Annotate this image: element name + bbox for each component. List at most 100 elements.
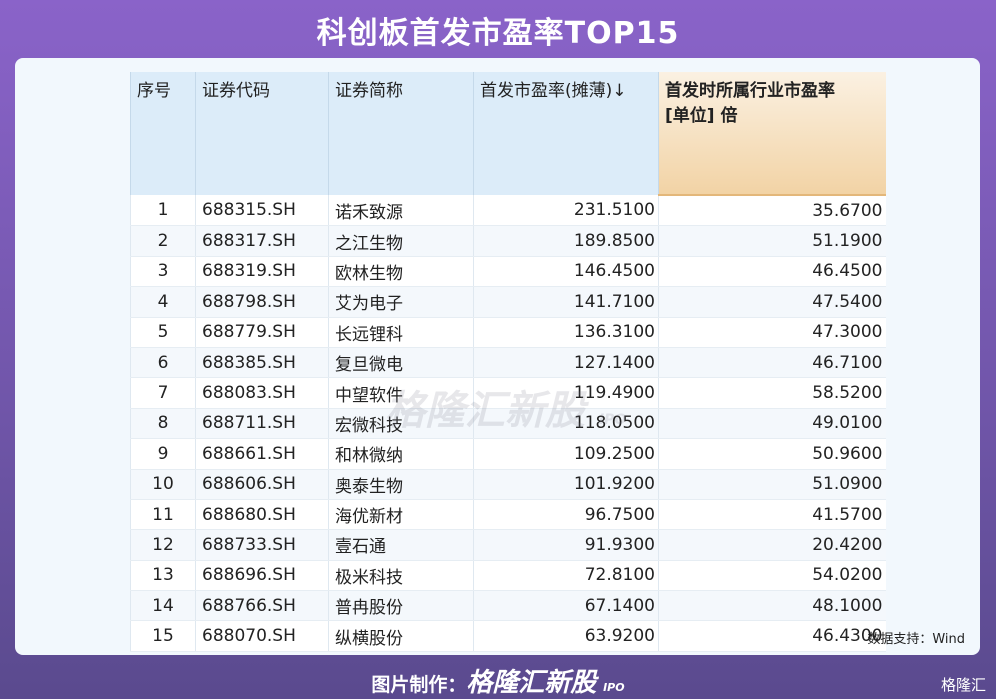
table-cell: 136.3100	[473, 317, 659, 348]
table-cell: 6	[130, 347, 196, 379]
header-cell: 证券简称	[328, 72, 474, 195]
table-cell: 壹石通	[328, 529, 474, 561]
table-row: 11 688680.SH 海优新材 96.7500 41.5700	[130, 499, 886, 531]
table-cell: 35.6700	[658, 195, 886, 227]
table-cell: 54.0200	[658, 560, 886, 592]
table-cell: 47.5400	[658, 286, 886, 318]
table-cell: 纵横股份	[328, 620, 474, 652]
table-cell: 51.0900	[658, 469, 886, 500]
table-cell: 688733.SH	[195, 529, 329, 561]
table-cell: 101.9200	[473, 469, 659, 500]
table-cell: 63.9200	[473, 620, 659, 652]
table-row: 9 688661.SH 和林微纳 109.2500 50.9600	[130, 438, 886, 470]
table-cell: 奥泰生物	[328, 469, 474, 500]
table-cell: 67.1400	[473, 590, 659, 622]
table-cell: 141.7100	[473, 286, 659, 318]
table-cell: 231.5100	[473, 195, 659, 227]
table-cell: 极米科技	[328, 560, 474, 592]
table-row: 7 688083.SH 中望软件 119.4900 58.5200	[130, 377, 886, 409]
table-cell: 47.3000	[658, 317, 886, 348]
table-cell: 46.7100	[658, 347, 886, 379]
table-cell: 688766.SH	[195, 590, 329, 622]
table-cell: 50.9600	[658, 438, 886, 470]
table-cell: 688696.SH	[195, 560, 329, 592]
table-cell: 688661.SH	[195, 438, 329, 470]
table-row: 6 688385.SH 复旦微电 127.1400 46.7100	[130, 347, 886, 379]
table-cell: 688606.SH	[195, 469, 329, 500]
table-cell: 146.4500	[473, 256, 659, 288]
table-cell: 688070.SH	[195, 620, 329, 652]
table-cell: 49.0100	[658, 408, 886, 440]
watermark-brand: 格隆汇新股	[385, 388, 585, 434]
table-row: 13 688696.SH 极米科技 72.8100 54.0200	[130, 560, 886, 592]
table-cell: 9	[130, 438, 196, 470]
table-cell: 10	[130, 469, 196, 500]
table-cell: 20.4200	[658, 529, 886, 561]
table-cell: 中望软件	[328, 377, 474, 409]
table-row: 5 688779.SH 长远锂科 136.3100 47.3000	[130, 317, 886, 348]
table-cell: 688385.SH	[195, 347, 329, 379]
table-row: 3 688319.SH 欧林生物 146.4500 46.4500	[130, 256, 886, 288]
table-cell: 2	[130, 225, 196, 257]
table-cell: 118.0500	[473, 408, 659, 440]
source: 数据支持：Wind	[867, 632, 965, 647]
table-cell: 119.4900	[473, 377, 659, 409]
table-cell: 12	[130, 529, 196, 561]
table-cell: 109.2500	[473, 438, 659, 470]
table-cell: 58.5200	[658, 377, 886, 409]
footer-brand: 格隆汇新股	[466, 668, 597, 698]
table-cell: 46.4300	[658, 620, 886, 652]
table-cell: 688319.SH	[195, 256, 329, 288]
table-cell: 1	[130, 195, 196, 227]
table-cell: 11	[130, 499, 196, 531]
header-cell: 序号	[130, 72, 196, 195]
table-cell: 189.8500	[473, 225, 659, 257]
table-cell: 688798.SH	[195, 286, 329, 318]
table-cell: 72.8100	[473, 560, 659, 592]
table-cell: 艾为电子	[328, 286, 474, 318]
header-cell: 首发市盈率(摊薄)↓	[473, 72, 659, 195]
table-cell: 之江生物	[328, 225, 474, 257]
table-cell: 688711.SH	[195, 408, 329, 440]
table-cell: 复旦微电	[328, 347, 474, 379]
logo: 格隆汇	[940, 676, 986, 694]
table-row: 14 688766.SH 普冉股份 67.1400 48.1000	[130, 590, 886, 622]
table-cell: 15	[130, 620, 196, 652]
table-cell: 普冉股份	[328, 590, 474, 622]
table-cell: 127.1400	[473, 347, 659, 379]
header-cell: 首发时所属行业市盈率 [单位] 倍	[658, 72, 886, 196]
table-cell: 4	[130, 286, 196, 318]
table-row: 12 688733.SH 壹石通 91.9300 20.4200	[130, 529, 886, 561]
table-cell: 13	[130, 560, 196, 592]
table-body: 1 688315.SH 诺禾致源 231.5100 35.6700 2 688317.SH 之…	[130, 195, 886, 652]
table-cell: 8	[130, 408, 196, 440]
table-cell: 和林微纳	[328, 438, 474, 470]
footer-label: 图片制作：	[371, 674, 467, 696]
table-cell: 7	[130, 377, 196, 409]
table-cell: 688317.SH	[195, 225, 329, 257]
header-cell: 证券代码	[195, 72, 329, 195]
footer: 图片制作：格隆汇新股 IPO	[0, 662, 996, 699]
table-cell: 3	[130, 256, 196, 288]
table-cell: 688083.SH	[195, 377, 329, 409]
table-row: 4 688798.SH 艾为电子 141.7100 47.5400	[130, 286, 886, 318]
table-row: 1 688315.SH 诺禾致源 231.5100 35.6700	[130, 195, 886, 227]
table-cell: 宏微科技	[328, 408, 474, 440]
table-cell: 41.5700	[658, 499, 886, 531]
table-row: 2 688317.SH 之江生物 189.8500 51.1900	[130, 225, 886, 257]
table-cell: 688680.SH	[195, 499, 329, 531]
table-cell: 688315.SH	[195, 195, 329, 227]
table-cell: 欧林生物	[328, 256, 474, 288]
table-row: 15 688070.SH 纵横股份 63.9200 46.4300	[130, 620, 886, 652]
table-row: 10 688606.SH 奥泰生物 101.9200 51.0900	[130, 469, 886, 500]
table-cell: 48.1000	[658, 590, 886, 622]
table-cell: 46.4500	[658, 256, 886, 288]
table-row: 8 688711.SH 宏微科技 118.0500 49.0100	[130, 408, 886, 440]
table-cell: 51.1900	[658, 225, 886, 257]
table-cell: 5	[130, 317, 196, 348]
title: 科创板首发市盈率TOP15	[316, 16, 680, 51]
table-cell: 长远锂科	[328, 317, 474, 348]
